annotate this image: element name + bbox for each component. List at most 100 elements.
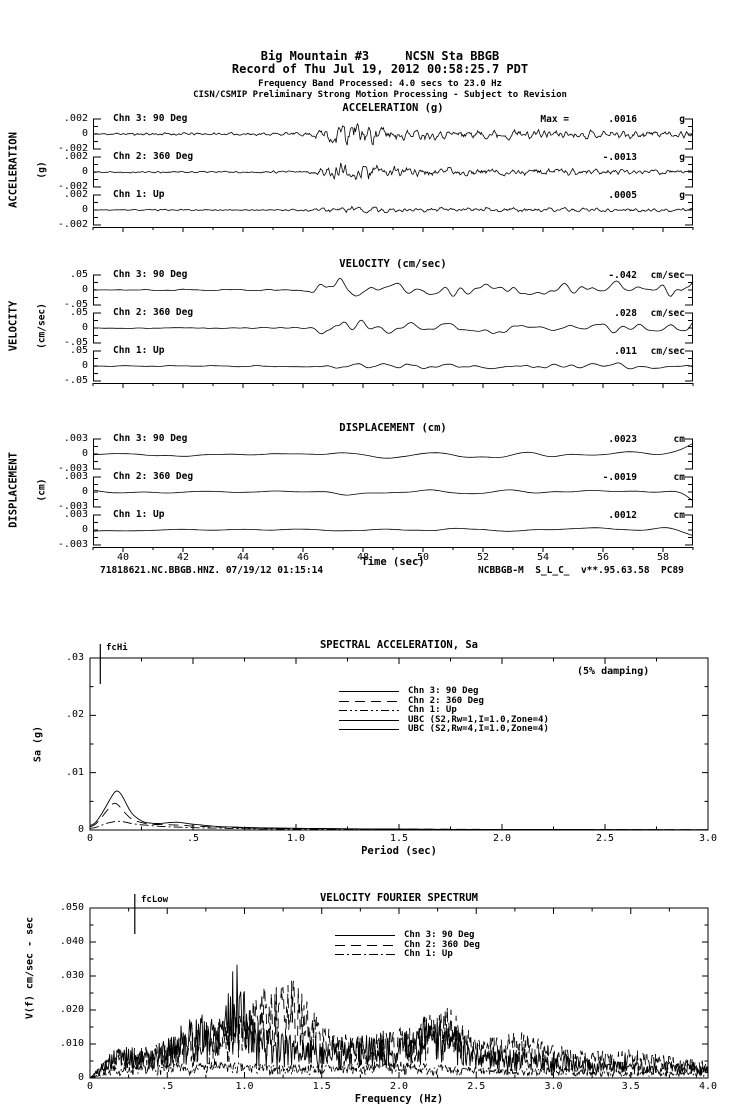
y-tick-label: .030 xyxy=(59,970,84,981)
x-tick-label: 2.0 xyxy=(389,1081,409,1092)
y-tick-label: -.003 xyxy=(57,463,88,474)
y-tick-label: .003 xyxy=(63,509,88,520)
max-value-label: .0023 cm xyxy=(513,435,685,445)
time-tick-label: 48 xyxy=(356,552,370,563)
y-tick-label: .040 xyxy=(59,936,84,947)
max-value-label: -.0013 g xyxy=(513,153,685,163)
channel-label: Chn 2: 360 Deg xyxy=(113,471,194,482)
time-tick-label: 54 xyxy=(536,552,550,563)
y-tick-label: -.003 xyxy=(57,539,88,550)
displacement-panel-title: DISPLACEMENT (cm) xyxy=(339,422,447,434)
y-tick-label: .05 xyxy=(69,269,88,280)
acceleration-time-series-x-axis xyxy=(92,227,694,232)
legend-item: Chn 3: 90 Deg xyxy=(337,687,478,696)
x-tick-label: 0 xyxy=(86,833,94,844)
record-id-footer: 71818621.NC.BBGB.HNZ. 07/19/12 01:15:14 xyxy=(100,565,324,576)
header-frequency-band: Frequency Band Processed: 4.0 secs to 23… xyxy=(258,79,502,89)
max-units: g xyxy=(679,114,685,125)
max-value: .0023 xyxy=(608,434,637,445)
max-value: .0005 xyxy=(608,190,637,201)
legend-line-sample xyxy=(339,700,399,702)
velocity-time-series-trace-1 xyxy=(92,274,694,306)
x-tick-label: 3.5 xyxy=(621,1081,640,1092)
acceleration-time-series-trace-2 xyxy=(92,156,694,188)
legend-line-sample xyxy=(339,729,399,731)
legend-item: Chn 2: 360 Deg xyxy=(337,696,484,706)
max-units: cm xyxy=(673,472,685,483)
time-tick-label: 44 xyxy=(236,552,250,563)
y-tick-label: .020 xyxy=(59,1004,84,1015)
y-tick-label: -.05 xyxy=(63,375,88,386)
legend-item: Chn 2: 360 Deg xyxy=(333,939,480,950)
legend-item: UBC (S2,Rw=1,I=1.0,Zone=4) xyxy=(337,715,549,725)
y-tick-label: 0 xyxy=(81,284,88,295)
y-tick-label: .002 xyxy=(63,113,88,124)
legend-item-label: UBC (S2,Rw=4,I=1.0,Zone=4) xyxy=(408,724,549,735)
y-tick-label: -.002 xyxy=(57,219,88,230)
y-tick-label: .05 xyxy=(69,345,88,356)
processing-footer: NCBBGB-M S_L_C_ v**.95.63.58 PC89 xyxy=(478,565,684,576)
time-tick-label: 50 xyxy=(416,552,430,563)
time-axis-label: Time (sec) xyxy=(361,556,425,568)
legend-item-label: Chn 2: 360 Deg xyxy=(404,939,480,950)
x-tick-label: 0 xyxy=(86,1081,94,1092)
legend-item: Chn 3: 90 Deg xyxy=(333,931,474,940)
header-record-line: Record of Thu Jul 19, 2012 00:58:25.7 PD… xyxy=(231,62,529,76)
fclow-marker-label: fcLow xyxy=(141,895,169,905)
y-tick-label: 0 xyxy=(81,128,88,139)
channel-label: Chn 3: 90 Deg xyxy=(113,269,188,280)
legend-line-sample xyxy=(339,710,399,712)
header-disclaimer: CISN/CSMIP Preliminary Strong Motion Pro… xyxy=(193,90,567,100)
max-units: cm/sec xyxy=(650,346,685,357)
legend-item-label: Chn 1: Up xyxy=(404,949,453,960)
displacement-time-series-trace-1 xyxy=(92,438,694,470)
displacement-time-series-trace-3 xyxy=(92,514,694,546)
y-tick-label: 0 xyxy=(81,360,88,371)
displacement-time-series-trace-2 xyxy=(92,476,694,508)
y-tick-label: 0 xyxy=(81,486,88,497)
y-tick-label: .002 xyxy=(63,151,88,162)
sa-chart-title: SPECTRAL ACCELERATION, Sa xyxy=(319,639,479,651)
velocity-panel-title: VELOCITY (cm/sec) xyxy=(339,258,447,270)
y-tick-label: -.05 xyxy=(63,299,88,310)
header-station-title: Big Mountain #3 NCSN Sta BBGB xyxy=(260,49,500,63)
displacement-time-series-x-axis xyxy=(92,547,694,552)
y-tick-label: -.05 xyxy=(63,337,88,348)
velocity-time-series-trace-3 xyxy=(92,350,694,382)
time-tick-label: 46 xyxy=(296,552,310,563)
x-tick-label: .5 xyxy=(186,833,200,844)
time-tick-label: 56 xyxy=(596,552,610,563)
channel-label: Chn 1: Up xyxy=(113,189,165,200)
velocity-time-series-trace-2 xyxy=(92,312,694,344)
max-units: cm/sec xyxy=(650,270,685,281)
x-tick-label: 4.0 xyxy=(698,1081,718,1092)
max-value: -.042 xyxy=(608,270,637,281)
max-units: g xyxy=(679,190,685,201)
acceleration-panel-title: ACCELERATION (g) xyxy=(342,102,444,114)
legend-line-sample xyxy=(339,719,399,721)
max-units: cm xyxy=(673,434,685,445)
x-tick-label: 2.5 xyxy=(595,833,615,844)
y-tick-label: 0 xyxy=(77,1072,84,1083)
legend-item-label: Chn 3: 90 Deg xyxy=(404,930,475,940)
legend-line-sample xyxy=(339,690,399,693)
y-tick-label: .003 xyxy=(63,433,88,444)
velocity-fourier-spectrum-plot xyxy=(89,894,709,1079)
max-value-label: Max = .0016 g xyxy=(513,115,685,125)
x-tick-label: 1.5 xyxy=(389,833,409,844)
y-tick-label: 0 xyxy=(81,322,88,333)
channel-label: Chn 1: Up xyxy=(113,509,165,520)
legend-line-sample xyxy=(335,944,395,946)
max-units: cm/sec xyxy=(650,308,685,319)
y-tick-label: 0 xyxy=(81,448,88,459)
y-tick-label: .003 xyxy=(63,471,88,482)
x-tick-label: 2.5 xyxy=(467,1081,486,1092)
max-units: g xyxy=(679,152,685,163)
channel-label: Chn 3: 90 Deg xyxy=(113,113,188,124)
max-value: .0016 xyxy=(608,114,637,125)
y-tick-label: .002 xyxy=(63,189,88,200)
max-value-label: .0005 g xyxy=(513,191,685,201)
x-tick-label: 1.0 xyxy=(235,1081,254,1092)
period-axis-label: Period (sec) xyxy=(361,845,437,857)
y-tick-label: .02 xyxy=(65,709,84,721)
